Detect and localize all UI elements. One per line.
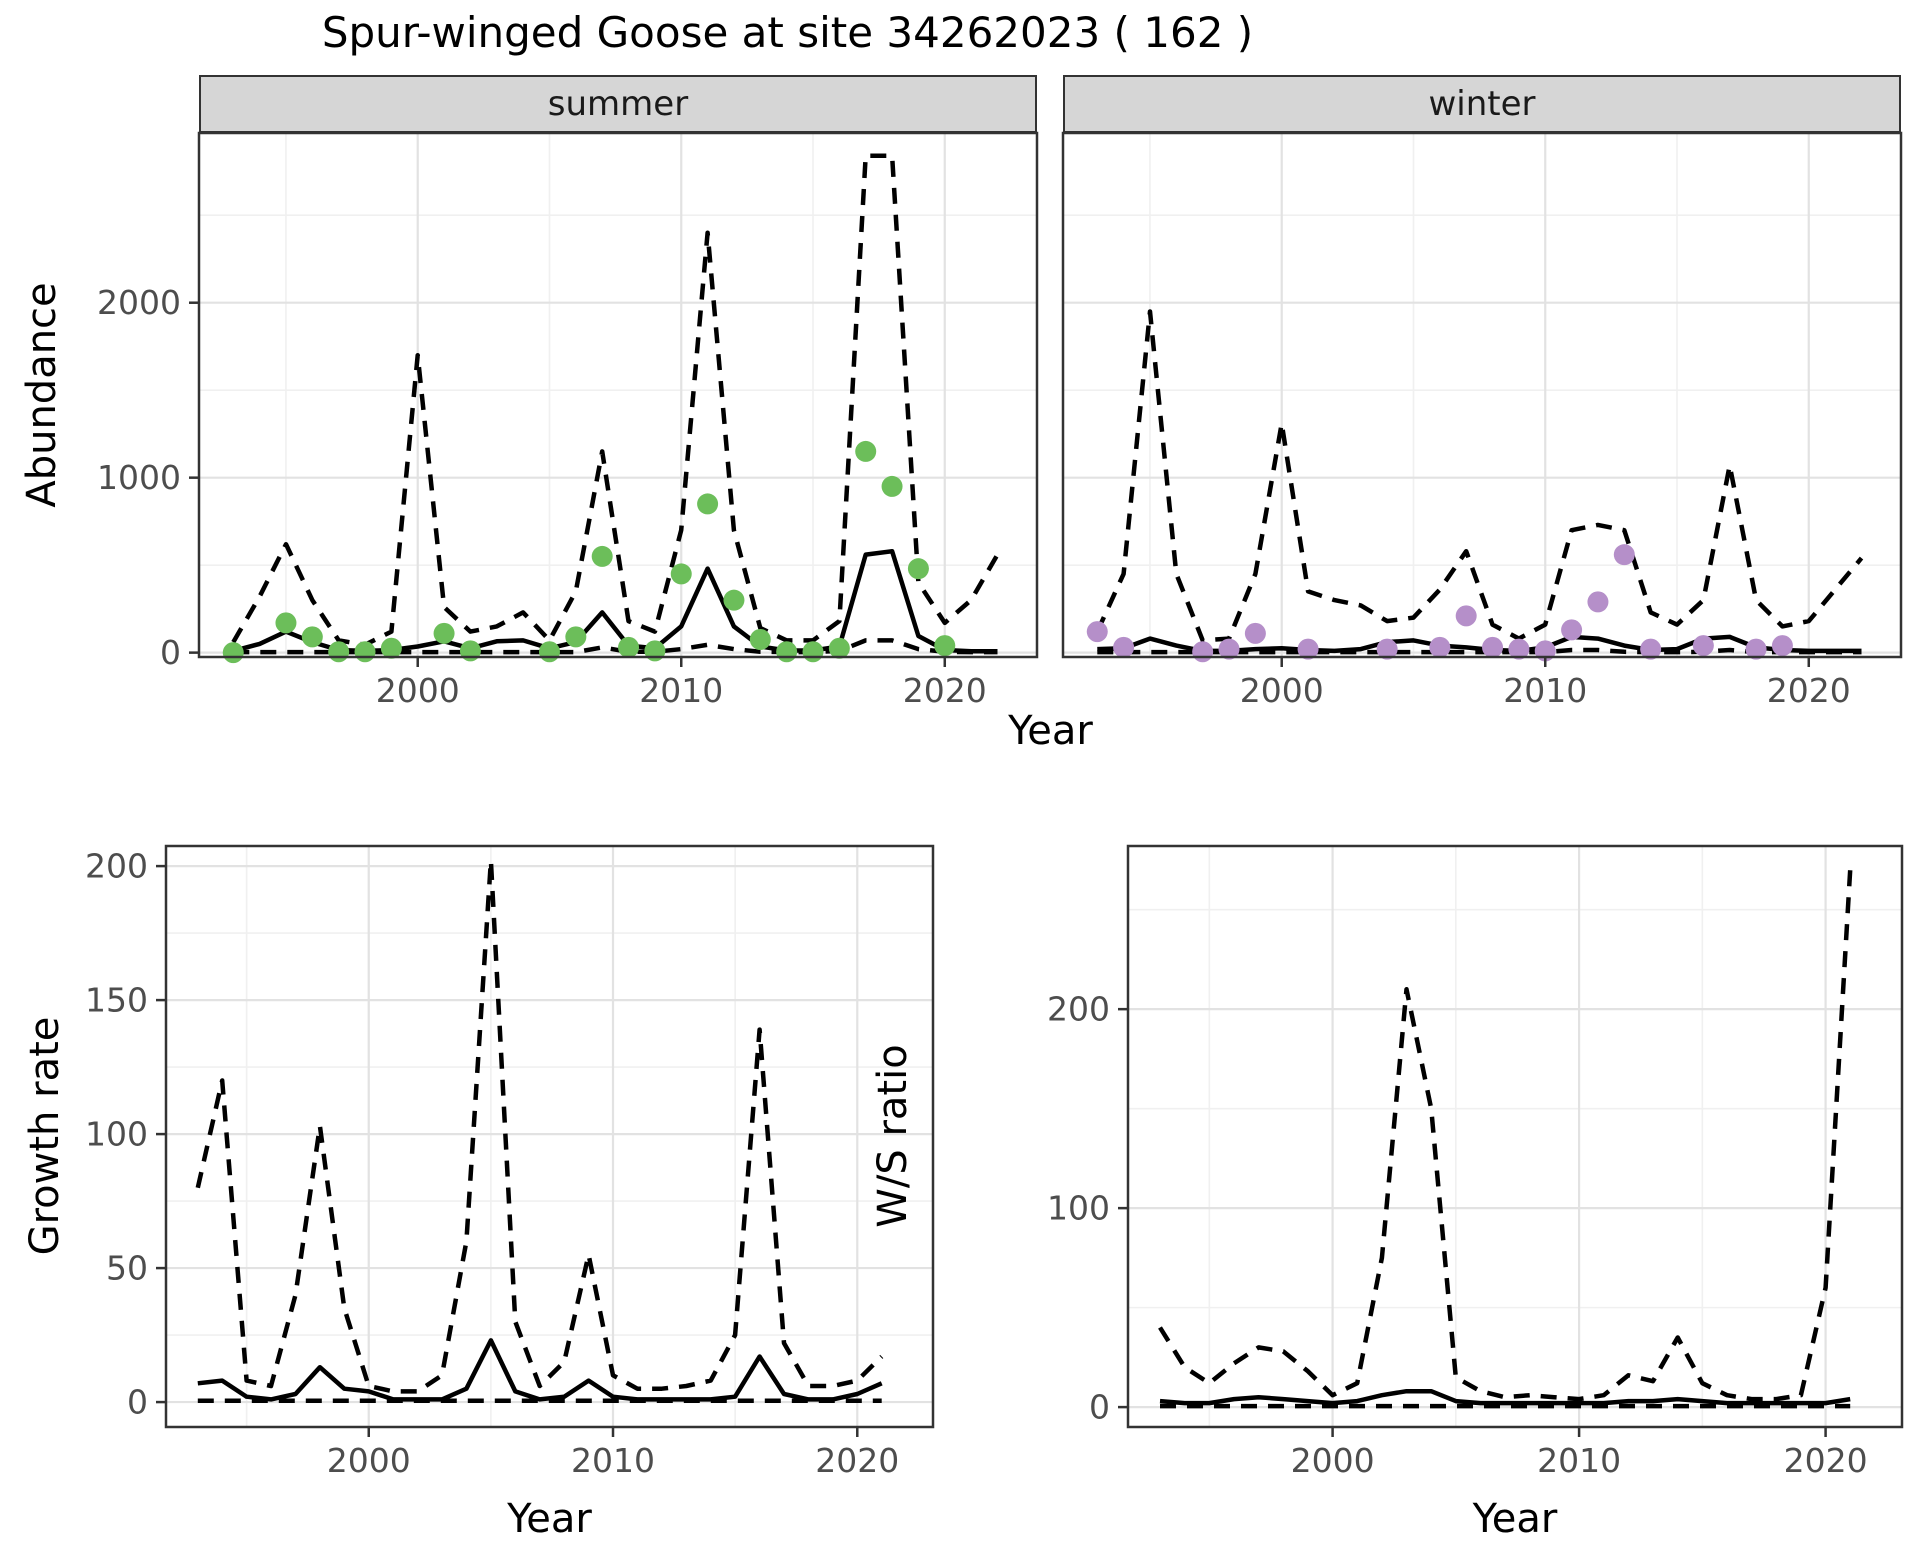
ws-year-axis-title: Year: [1472, 1496, 1558, 1542]
x-tick-label: 2010: [1537, 1441, 1621, 1480]
growth-rate-axis-title: Growth rate: [22, 1016, 68, 1256]
abundance-summer-observed-counts-point: [328, 641, 350, 663]
y-tick-label: 0: [127, 1383, 148, 1422]
x-tick-label: 2000: [376, 671, 460, 710]
x-tick-label: 2000: [1240, 671, 1324, 710]
y-tick-label: 1000: [97, 458, 181, 497]
abundance-winter-observed-counts-point: [1113, 636, 1135, 658]
abundance-winter-observed-counts-point: [1640, 638, 1662, 660]
growth-rate-fitted-growth-line: [197, 1338, 883, 1402]
abundance-summer-observed-counts-point: [222, 642, 244, 664]
ws-ratio-panel: 2000 2010 2020 0 100 200: [1047, 844, 1904, 1480]
abundance-summer-observed-counts-point: [354, 641, 376, 663]
abundance-winter-observed-counts-point: [1613, 544, 1635, 566]
abundance-summer-observed-counts-point: [802, 641, 824, 663]
abundance-summer-upper-ci-line: [231, 153, 1000, 648]
top-year-axis-title: Year: [1008, 708, 1093, 754]
abundance-winter-observed-counts-point: [1508, 638, 1530, 660]
abundance-summer-observed-counts-point: [301, 626, 323, 648]
ws-ratio-axis-title: W/S ratio: [870, 1044, 916, 1228]
y-tick-label: 0: [160, 633, 181, 672]
abundance-summer-observed-counts-point: [697, 493, 719, 515]
plot-title: Spur-winged Goose at site 34262023 ( 162…: [321, 8, 1254, 57]
growth-year-axis-title: Year: [507, 1496, 592, 1542]
abundance-winter-observed-counts-point: [1086, 621, 1108, 643]
x-tick-label: 2020: [815, 1441, 899, 1480]
abundance-summer-observed-counts-point: [907, 558, 929, 580]
abundance-summer-observed-counts-point: [433, 622, 455, 644]
y-tick-label: 200: [85, 847, 148, 886]
abundance-summer-fitted-abundance-line: [232, 548, 998, 654]
abundance-summer-observed-counts-point: [670, 563, 692, 585]
abundance-winter-observed-counts-point: [1429, 636, 1451, 658]
x-tick-label: 2000: [1291, 1441, 1375, 1480]
x-tick-label: 2020: [1784, 1441, 1868, 1480]
abundance-summer-observed-counts-point: [723, 589, 745, 611]
abundance-winter-observed-counts-point: [1745, 638, 1767, 660]
facet-strip-summer-label: summer: [547, 84, 689, 124]
abundance-winter-observed-counts-point: [1561, 619, 1583, 641]
abundance-winter-observed-counts-point: [1297, 638, 1319, 660]
x-tick-label: 2010: [639, 671, 723, 710]
abundance-summer-observed-counts-point: [881, 475, 903, 497]
abundance-winter-observed-counts-point: [1587, 591, 1609, 613]
abundance-summer-observed-counts-point: [380, 637, 402, 659]
x-tick-label: 2020: [1767, 671, 1851, 710]
ws-ratio-upper-ci-line: [1158, 869, 1853, 1402]
abundance-winter-observed-counts-point: [1771, 635, 1793, 657]
x-tick-label: 2000: [327, 1441, 411, 1480]
x-tick-label: 2020: [903, 671, 987, 710]
abundance-summer-observed-counts-point: [591, 545, 613, 567]
abundance-winter-upper-ci-line: [1095, 309, 1864, 643]
abundance-axis-title: Abundance: [19, 282, 65, 508]
abundance-winter-observed-counts-point: [1455, 605, 1477, 627]
facet-strip-summer: summer: [199, 75, 1037, 133]
abundance-summer-observed-counts-point: [776, 641, 798, 663]
abundance-summer-lower-ci-line: [233, 638, 998, 655]
abundance-summer-observed-counts-point: [855, 440, 877, 462]
growth-rate-upper-ci-line: [195, 858, 884, 1394]
abundance-summer-observed-counts-point: [749, 629, 771, 651]
y-tick-label: 100: [85, 1115, 148, 1154]
abundance-winter-observed-counts-point: [1482, 636, 1504, 658]
abundance-summer-observed-counts-point: [275, 612, 297, 634]
y-tick-label: 0: [1089, 1388, 1110, 1427]
abundance-winter-observed-counts-point: [1192, 641, 1214, 663]
abundance-winter-lower-ci-line: [1097, 647, 1862, 655]
growth-rate-panel: 2000 2010 2020 0 50 100 150 200: [85, 844, 935, 1480]
x-tick-label: 2010: [571, 1441, 655, 1480]
abundance-winter-observed-counts-point: [1244, 622, 1266, 644]
y-tick-label: 50: [106, 1249, 148, 1288]
summer-abundance-panel: 2000 2010 2020 0 1000 2000: [97, 131, 1039, 710]
y-tick-label: 200: [1047, 990, 1110, 1029]
abundance-summer-observed-counts-point: [934, 635, 956, 657]
abundance-summer-observed-counts-point: [565, 626, 587, 648]
facet-strip-winter: winter: [1063, 75, 1901, 133]
abundance-summer-observed-counts-point: [828, 637, 850, 659]
abundance-winter-observed-counts-point: [1218, 638, 1240, 660]
y-tick-label: 150: [85, 981, 148, 1020]
abundance-summer-observed-counts-point: [538, 641, 560, 663]
abundance-winter-observed-counts-point: [1376, 638, 1398, 660]
x-tick-label: 2010: [1503, 671, 1587, 710]
abundance-winter-observed-counts-point: [1692, 635, 1714, 657]
ws-ratio-fitted-ratio-line: [1159, 1388, 1851, 1406]
winter-abundance-panel: 2000 2010 2020: [1061, 131, 1903, 710]
facet-strip-winter-label: winter: [1428, 84, 1536, 124]
y-tick-label: 100: [1047, 1189, 1110, 1228]
abundance-summer-observed-counts-point: [618, 636, 640, 658]
y-tick-label: 2000: [97, 283, 181, 322]
